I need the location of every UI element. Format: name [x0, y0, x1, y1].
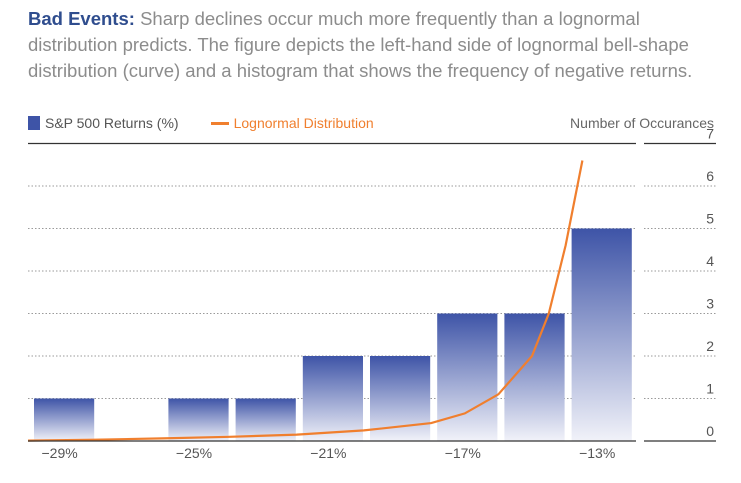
figure-caption: Bad Events: Sharp declines occur much mo… [28, 6, 718, 84]
histogram-bar [34, 398, 95, 441]
histogram-bar [168, 398, 229, 441]
y-tick-label: 1 [706, 381, 714, 397]
y-axis-title: Number of Occurances [570, 115, 714, 131]
y-tick-label: 6 [706, 168, 714, 184]
legend-swatch-curve [210, 121, 229, 125]
legend-label-bars: S&P 500 Returns (%) [45, 115, 179, 131]
histogram-bar [302, 356, 363, 441]
y-tick-label: 7 [706, 126, 714, 142]
x-tick-label: −13% [579, 445, 615, 461]
y-tick-label: 5 [706, 211, 714, 227]
y-tick-label: 4 [706, 253, 714, 269]
histogram-bar [571, 228, 632, 441]
legend-swatch-bars [28, 116, 40, 130]
legend-item-curve: Lognormal Distribution [210, 115, 374, 131]
y-tick-label: 0 [706, 423, 714, 439]
legend-label-curve: Lognormal Distribution [233, 115, 374, 131]
y-tick-label: 3 [706, 296, 714, 312]
caption-text: Sharp declines occur much more frequentl… [28, 8, 693, 81]
y-tick-label: 2 [706, 338, 714, 354]
caption-lead: Bad Events: [28, 8, 135, 29]
legend-item-bars: S&P 500 Returns (%) [28, 115, 179, 131]
legend: S&P 500 Returns (%) Lognormal Distributi… [28, 113, 718, 133]
histogram-bar [437, 313, 498, 441]
x-tick-label: −17% [445, 445, 481, 461]
x-tick-label: −21% [310, 445, 346, 461]
x-tick-label: −25% [176, 445, 212, 461]
lognormal-curve [27, 160, 584, 442]
x-tick-label: −29% [41, 445, 77, 461]
